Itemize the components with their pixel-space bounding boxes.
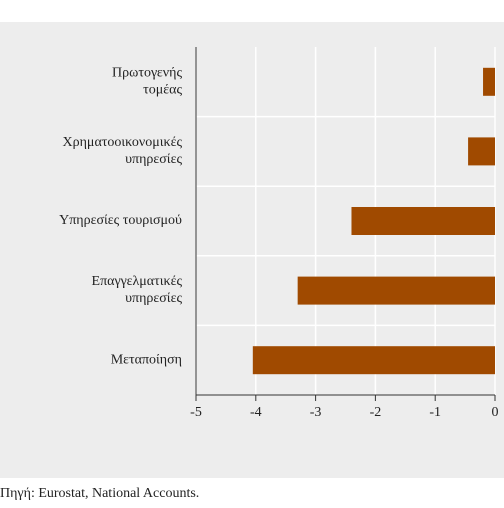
y-tick-label: Πρωτογενής τομέας (112, 66, 182, 98)
bar (252, 346, 495, 375)
x-tick-label: -4 (250, 405, 262, 420)
x-tick-label: -2 (370, 405, 382, 420)
x-tick-label: -5 (190, 405, 202, 420)
y-tick-label: Μεταποίηση (111, 352, 182, 367)
x-tick-label: -3 (310, 405, 322, 420)
bar (351, 207, 495, 235)
x-tick-label: 0 (492, 405, 499, 420)
bar (483, 67, 495, 96)
y-tick-label: Χρηματοοικονομικές υπηρεσίες (63, 135, 183, 167)
x-tick-label: -1 (429, 405, 441, 420)
y-tick-label: Επαγγελματικές υπηρεσίες (92, 274, 183, 306)
bar (468, 137, 495, 166)
chart-background (0, 22, 504, 478)
bar (297, 276, 495, 305)
source: Πηγή: Eurostat, National Accounts. (0, 486, 199, 501)
y-tick-label: Υπηρεσίες τουρισμού (59, 213, 182, 228)
